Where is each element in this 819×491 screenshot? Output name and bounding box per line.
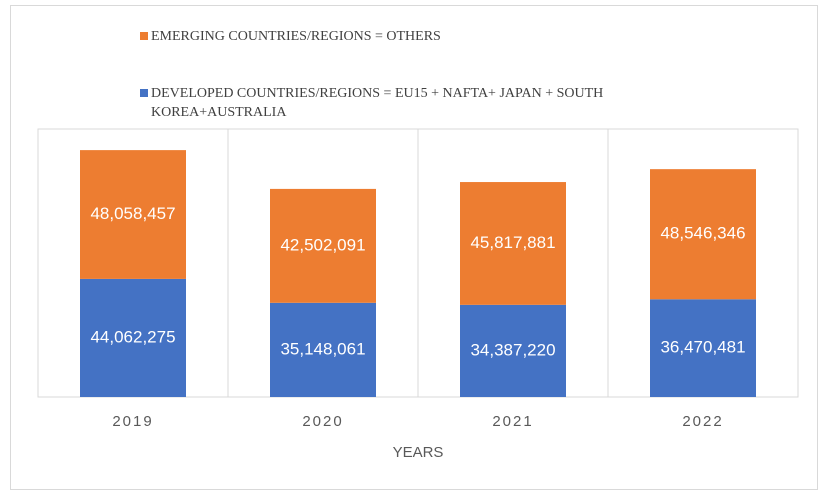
data-label: 44,062,275 <box>90 327 175 346</box>
legend-item: EMERGING COUNTRIES/REGIONS = OTHERS <box>140 27 700 46</box>
chart-border <box>10 5 818 490</box>
bar-segment <box>460 304 566 397</box>
data-label: 35,148,061 <box>280 339 365 358</box>
legend-label: DEVELOPED COUNTRIES/REGIONS = EU15 + NAF… <box>151 86 604 120</box>
bar-segment <box>80 278 186 397</box>
legend-swatch <box>140 32 148 40</box>
x-axis-title: YEARS <box>393 444 444 461</box>
data-label: 42,502,091 <box>280 235 365 254</box>
bar-segment <box>270 188 376 303</box>
data-label: 34,387,220 <box>470 340 555 359</box>
data-label: 36,470,481 <box>660 338 745 357</box>
data-label: 48,546,346 <box>660 224 745 243</box>
data-label: 48,058,457 <box>90 204 175 223</box>
x-tick-label: 2020 <box>302 413 343 430</box>
x-tick-label: 2021 <box>492 413 533 430</box>
x-tick-label: 2022 <box>682 413 723 430</box>
legend-label: EMERGING COUNTRIES/REGIONS = OTHERS <box>151 29 441 44</box>
bar-segment <box>650 169 756 300</box>
legend-swatch <box>140 89 148 97</box>
x-tick-label: 2019 <box>112 413 153 430</box>
data-label: 45,817,881 <box>470 233 555 252</box>
legend-item: DEVELOPED COUNTRIES/REGIONS = EU15 + NAF… <box>140 84 700 122</box>
bar-segment <box>80 150 186 279</box>
bar-segment <box>460 182 566 305</box>
bar-segment <box>650 299 756 397</box>
bar-segment <box>270 302 376 397</box>
